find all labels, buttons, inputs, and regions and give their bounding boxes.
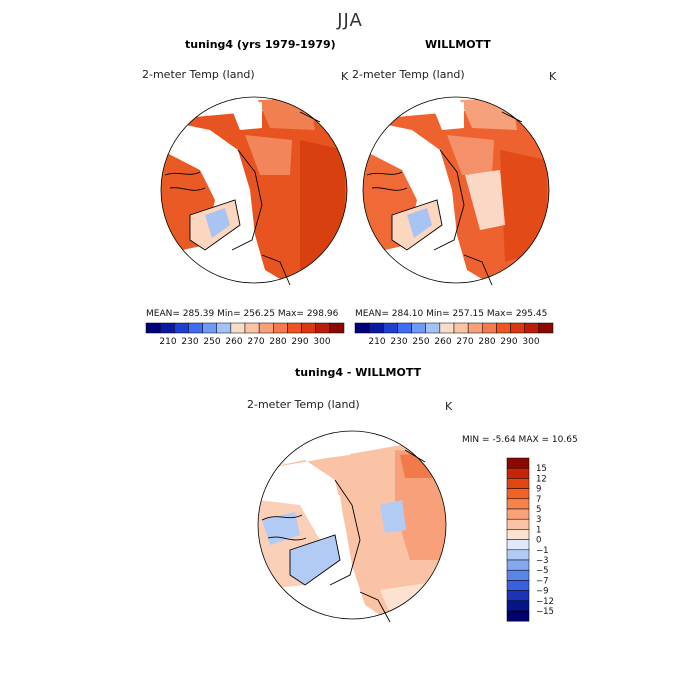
panel3-units-label: K	[445, 400, 453, 413]
panel2-colorbar-swatch	[411, 322, 426, 334]
panel2-colorbar-swatch	[496, 322, 511, 334]
panel3-colorbar-swatch	[506, 478, 530, 489]
panel3-colorbar-tick-label: −9	[536, 587, 549, 597]
panel1-colorbar-swatch	[174, 322, 189, 334]
panel3-colorbar-swatch	[506, 467, 530, 479]
panel3-greenland-land	[290, 535, 340, 585]
panel3-colorbar-swatch	[506, 590, 530, 602]
panel3-colorbar-swatch	[506, 457, 530, 469]
panel2-colorbar-swatch	[524, 322, 540, 334]
panel1-colorbar-swatch	[216, 322, 232, 334]
panel2-units-label: K	[549, 70, 557, 83]
panel1-colorbar-tick-label: 230	[181, 337, 198, 347]
panel1-colorbar: 210 230 250 260 270 280 290 300	[145, 322, 345, 347]
panel1-colorbar-tick-label: 300	[313, 337, 330, 347]
panel2-colorbar-tick-label: 230	[390, 337, 407, 347]
panel3-map	[257, 430, 447, 623]
panel1-variable-label: 2-meter Temp (land)	[142, 68, 255, 81]
panel3-colorbar-tick-label: −15	[536, 607, 554, 617]
panel1-colorbar-swatch	[202, 322, 217, 334]
panel3-colorbar-tick-label: −3	[536, 556, 549, 566]
panel2-map	[362, 96, 550, 286]
panel1-colorbar-swatch	[244, 322, 260, 334]
panel2-colorbar-tick-label: 250	[412, 337, 429, 347]
panel3-colorbar-swatch	[506, 580, 530, 591]
panel3-variable-label: 2-meter Temp (land)	[247, 398, 360, 411]
panel2-colorbar-swatch	[368, 322, 384, 334]
panel2-colorbar-swatch	[482, 322, 497, 334]
panel3-colorbar-tick-label: −5	[536, 566, 549, 576]
panel3-colorbar-tick-label: 9	[536, 485, 541, 495]
panel3-colorbar-tick-label: 15	[536, 464, 547, 474]
panel3-colorbar-swatch	[506, 498, 530, 510]
panel1-colorbar-tick-label: 280	[269, 337, 286, 347]
panel2-colorbar-swatch	[425, 322, 441, 334]
panel3-colorbar-swatch	[506, 488, 530, 500]
panel3-colorbar-tick-label: −1	[536, 546, 549, 556]
panel2-colorbar-swatch	[467, 322, 483, 334]
panel1-colorbar-tick-label: 290	[291, 337, 308, 347]
panel3-stats: MIN = -5.64 MAX = 10.65	[462, 435, 578, 445]
panel3-colorbar-swatch	[506, 559, 530, 571]
panel3-colorbar-tick-label: 0	[536, 536, 541, 546]
panel1-title: tuning4 (yrs 1979-1979)	[185, 38, 336, 51]
panel3-colorbar-swatch	[506, 600, 530, 612]
panel1-colorbar-swatch	[230, 322, 246, 334]
panel1-colorbar-swatch	[188, 322, 203, 334]
panel2-variable-label: 2-meter Temp (land)	[352, 68, 465, 81]
panel1-colorbar-tick-label: 250	[203, 337, 220, 347]
panel2-eurasia-land	[363, 105, 549, 283]
panel3-colorbar-swatch	[506, 569, 530, 581]
panel3-title: tuning4 - WILLMOTT	[295, 366, 422, 379]
panel2-colorbar-swatch	[397, 322, 412, 334]
panel1-colorbar-tick-label: 270	[247, 337, 264, 347]
panel3-colorbar-swatch	[506, 529, 530, 540]
panel2-colorbar-tick-label: 280	[478, 337, 495, 347]
panel2-colorbar-swatch	[538, 322, 554, 334]
panel3-colorbar-swatch	[506, 610, 530, 622]
panel2-colorbar-tick-label: 300	[522, 337, 539, 347]
panel1-colorbar-swatch	[159, 322, 175, 334]
panel3-colorbar-tick-label: 1	[536, 525, 541, 535]
panel3-colorbar-tick-label: 5	[536, 505, 541, 515]
panel1-colorbar-swatch	[145, 322, 161, 334]
panel3-colorbar-tick-label: −12	[536, 597, 554, 607]
panel1-colorbar-swatch	[329, 322, 345, 334]
panel1-colorbar-swatch	[315, 322, 331, 334]
panel3-colorbar-tick-label: 7	[536, 495, 541, 505]
panel2-colorbar-swatch	[354, 322, 370, 334]
panel2-colorbar-swatch	[383, 322, 398, 334]
panel1-map	[160, 96, 348, 286]
panel3-colorbar-swatch	[506, 518, 530, 530]
panel2-colorbar-tick-label: 270	[456, 337, 473, 347]
panel1-units-label: K	[341, 70, 349, 83]
panel2-colorbar-tick-label: 210	[368, 337, 385, 347]
panel3-colorbar-swatch	[506, 539, 530, 551]
panel2-colorbar-swatch	[453, 322, 469, 334]
panel1-colorbar-swatch	[258, 322, 274, 334]
panel1-colorbar-swatch	[287, 322, 302, 334]
panel3-colorbar-tick-label: 12	[536, 474, 547, 484]
season-title: JJA	[337, 10, 363, 31]
panel3-colorbar-swatch	[506, 508, 530, 520]
panel1-colorbar-swatch	[301, 322, 316, 334]
panel1-colorbar-tick-label: 260	[225, 337, 242, 347]
panel2-colorbar-tick-label: 260	[434, 337, 451, 347]
panel1-stats: MEAN= 285.39 Min= 256.25 Max= 298.96	[146, 309, 339, 319]
panel2-stats: MEAN= 284.10 Min= 257.15 Max= 295.45	[355, 309, 548, 319]
panel2-colorbar-swatch	[510, 322, 525, 334]
panel3-colorbar-swatch	[506, 549, 530, 561]
panel2-title: WILLMOTT	[425, 38, 491, 51]
panel1-colorbar-swatch	[273, 322, 288, 334]
panel3-colorbar-tick-label: −7	[536, 576, 549, 586]
panel2-colorbar-swatch	[439, 322, 455, 334]
panel1-colorbar-tick-label: 210	[159, 337, 176, 347]
panel2-colorbar-tick-label: 290	[500, 337, 517, 347]
panel3-colorbar-tick-label: 3	[536, 515, 541, 525]
panel2-colorbar: 210 230 250 260 270 280 290 300	[354, 322, 554, 347]
